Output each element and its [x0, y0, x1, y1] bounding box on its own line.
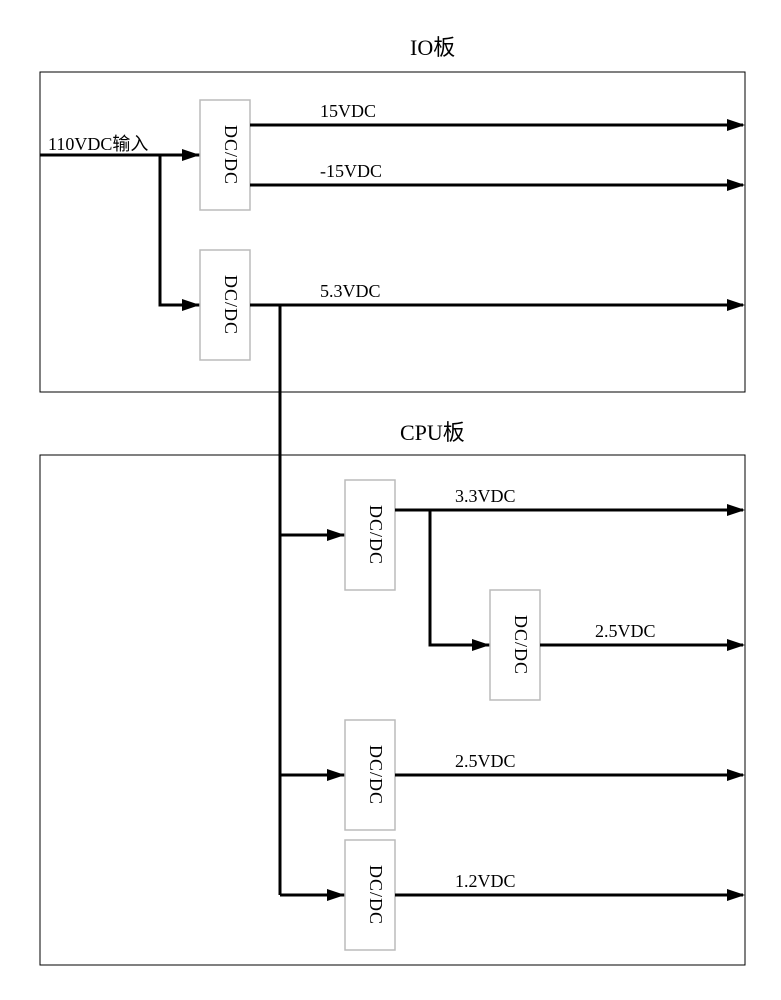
wire-input-branch — [160, 155, 200, 305]
wire-branch-2v5a — [430, 510, 490, 645]
label-out-5v3: 5.3VDC — [320, 281, 381, 301]
title-io: IO板 — [410, 35, 455, 60]
arrowhead — [727, 639, 745, 651]
panel-io — [40, 72, 745, 392]
label-input: 110VDC输入 — [48, 134, 148, 154]
dcdc-label-cpu_3: DC/DC — [366, 865, 386, 925]
arrowhead — [327, 889, 345, 901]
arrowhead — [472, 639, 490, 651]
arrowhead — [327, 769, 345, 781]
label-out-1v2: 1.2VDC — [455, 871, 516, 891]
label-out-2v5a: 2.5VDC — [595, 621, 656, 641]
label-out-2v5b: 2.5VDC — [455, 751, 516, 771]
arrowhead — [727, 769, 745, 781]
arrowhead — [182, 149, 200, 161]
title-cpu: CPU板 — [400, 420, 465, 445]
label-out-n15v: -15VDC — [320, 161, 382, 181]
dcdc-label-cpu_1: DC/DC — [366, 505, 386, 565]
arrowhead — [182, 299, 200, 311]
label-out-3v3: 3.3VDC — [455, 486, 516, 506]
dcdc-label-io_bot: DC/DC — [221, 275, 241, 335]
label-out-p15v: 15VDC — [320, 101, 376, 121]
arrowhead — [727, 889, 745, 901]
arrowhead — [727, 504, 745, 516]
dcdc-label-cpu_1b: DC/DC — [511, 615, 531, 675]
arrowhead — [727, 119, 745, 131]
dcdc-label-cpu_2: DC/DC — [366, 745, 386, 805]
arrowhead — [727, 179, 745, 191]
arrowhead — [727, 299, 745, 311]
dcdc-label-io_top: DC/DC — [221, 125, 241, 185]
arrowhead — [327, 529, 345, 541]
